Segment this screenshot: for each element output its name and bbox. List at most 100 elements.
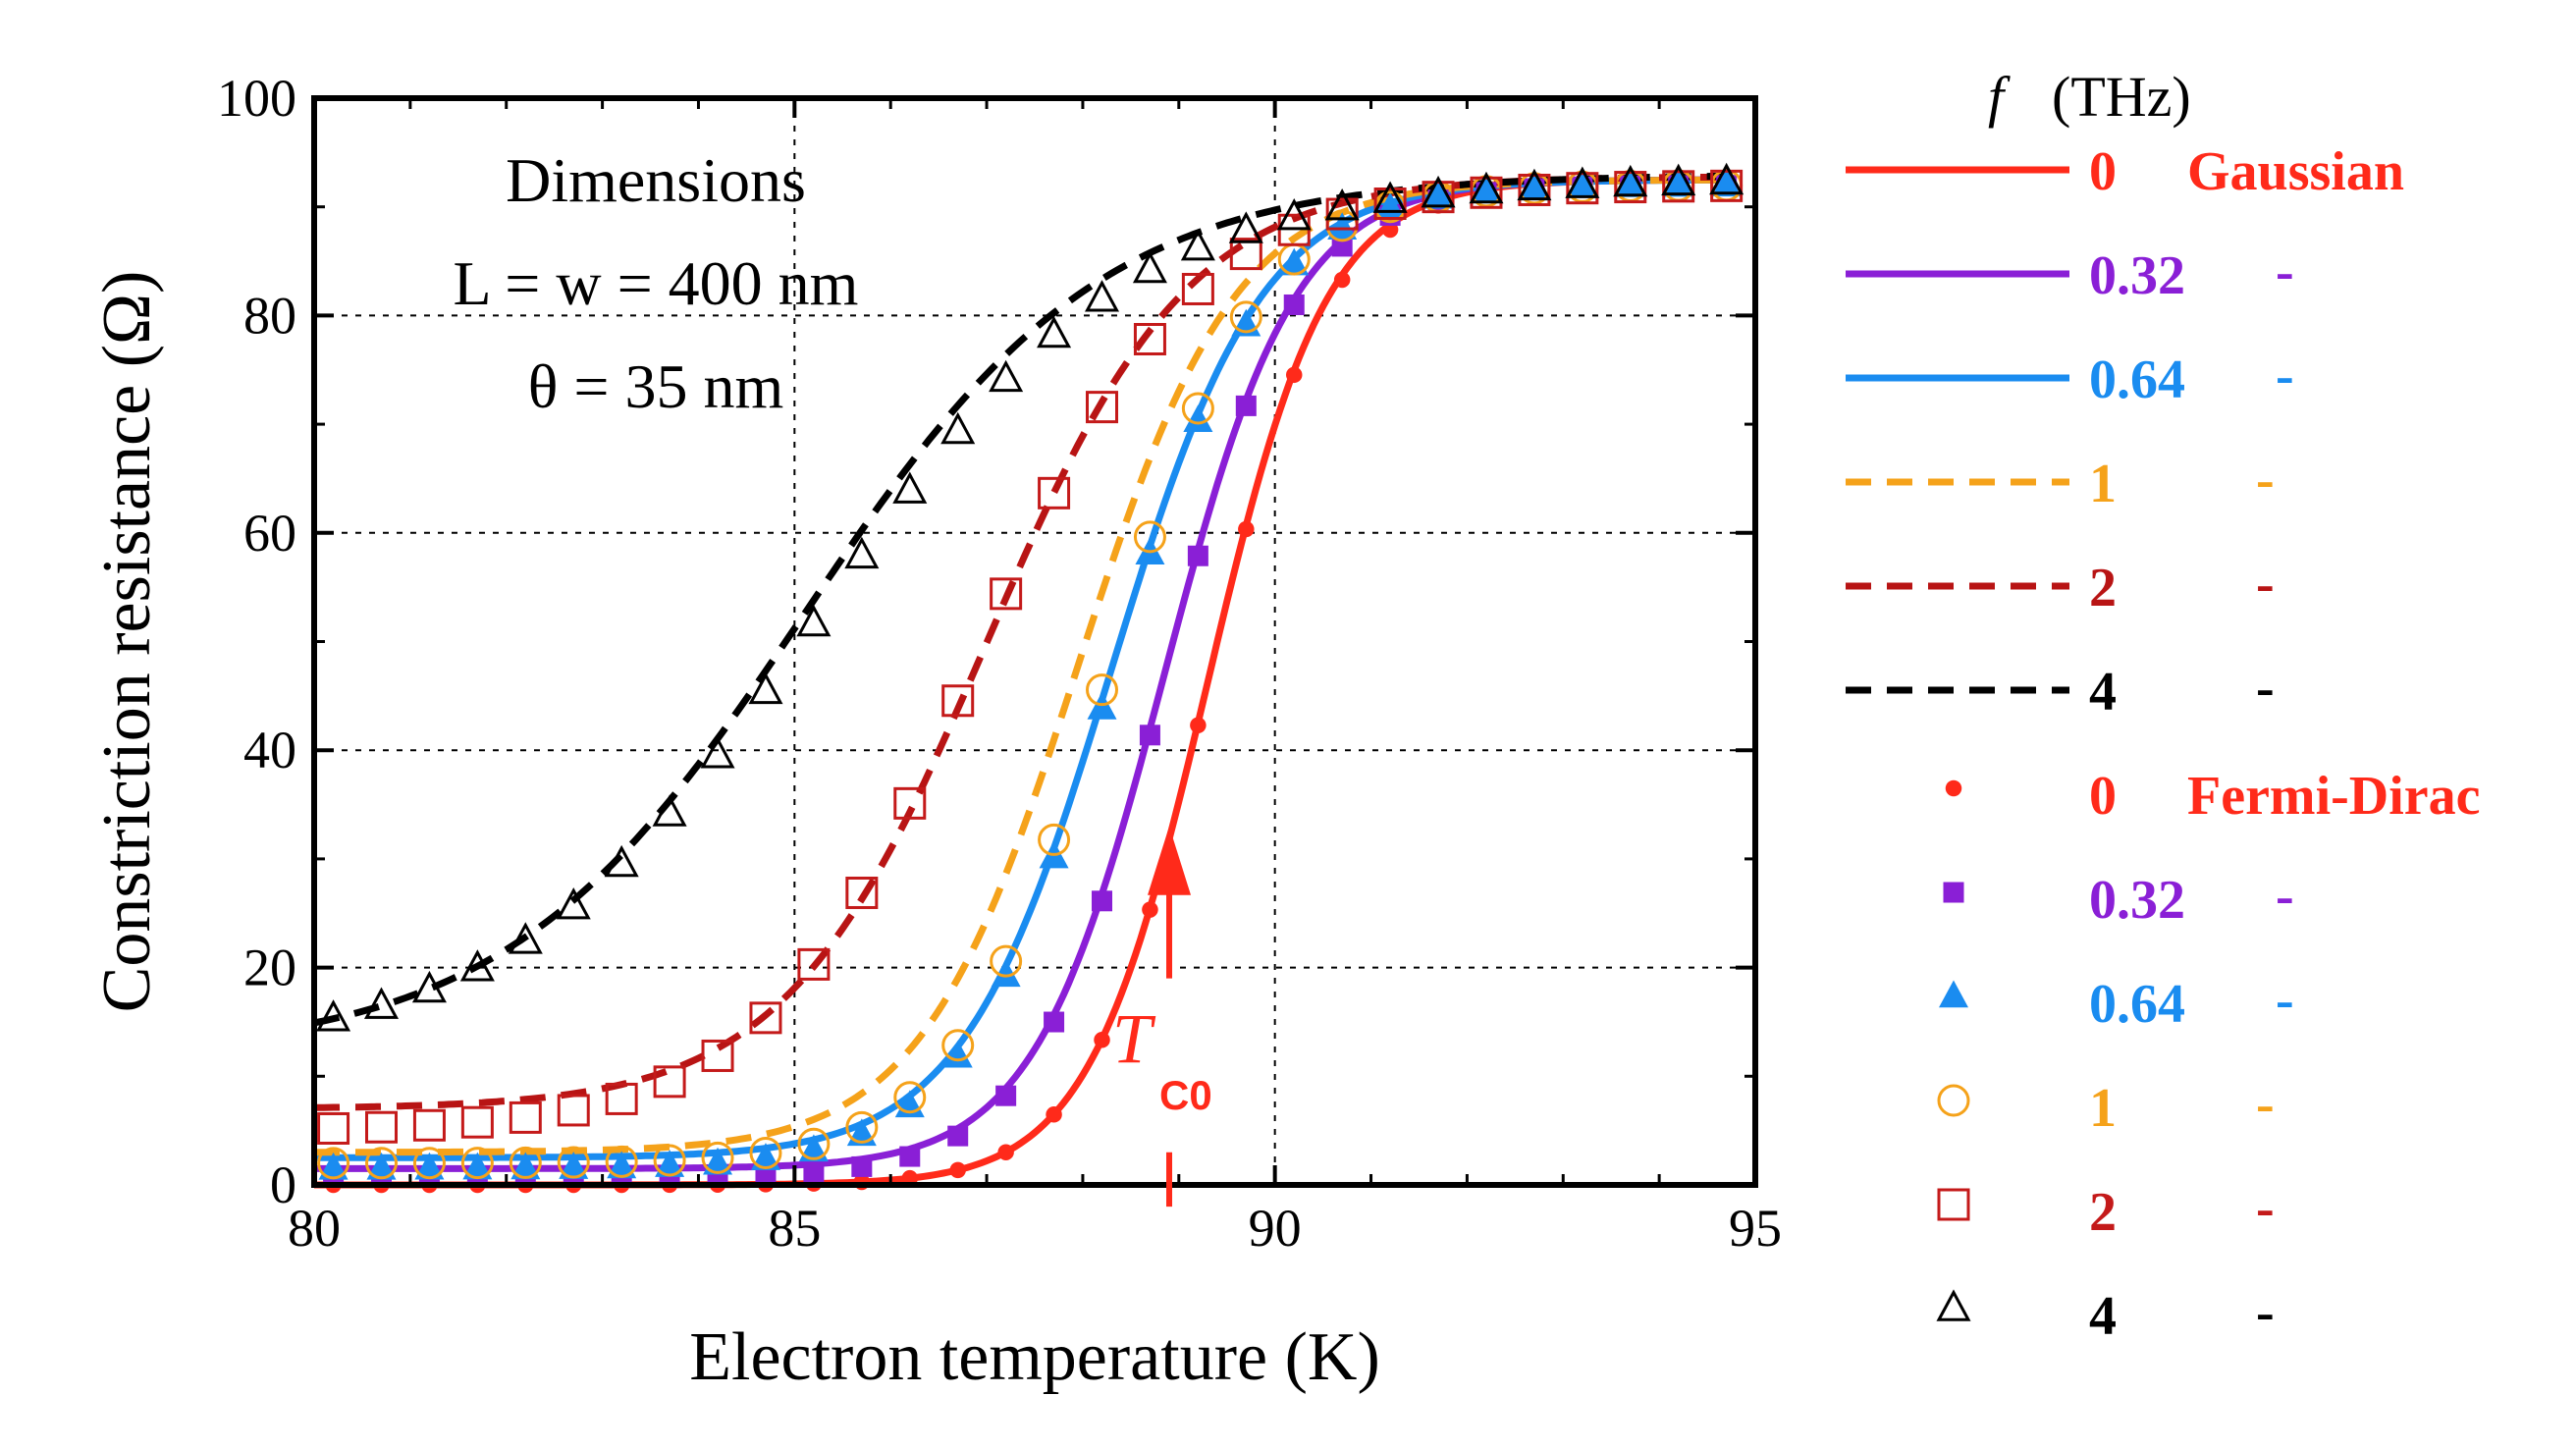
marker-fermi-dirac-2 bbox=[1470, 176, 1503, 209]
marker-fermi-dirac-0.64 bbox=[1615, 170, 1645, 197]
marker-fermi-dirac-2 bbox=[797, 947, 831, 981]
marker-fermi-dirac-4 bbox=[892, 471, 928, 504]
marker-fermi-dirac-4 bbox=[1709, 162, 1744, 195]
marker-fermi-dirac-4 bbox=[1084, 280, 1120, 312]
legend-f-value: 0 bbox=[2089, 141, 2117, 202]
marker-fermi-dirac-2 bbox=[1229, 238, 1262, 271]
legend-f-value: 0 bbox=[2089, 766, 2117, 827]
marker-fermi-dirac-4 bbox=[604, 844, 639, 878]
marker-fermi-dirac-2 bbox=[1614, 171, 1647, 204]
marker-fermi-dirac-1 bbox=[1229, 300, 1262, 334]
legend-marker-swatch bbox=[1939, 980, 1968, 1008]
marker-fermi-dirac-2 bbox=[460, 1105, 494, 1139]
marker-fermi-dirac-1 bbox=[701, 1141, 734, 1174]
legend-f-value: 0.64 bbox=[2089, 974, 2185, 1035]
marker-fermi-dirac-0 bbox=[1333, 271, 1351, 289]
y-tick-label: 20 bbox=[243, 939, 296, 997]
marker-fermi-dirac-2 bbox=[990, 577, 1023, 611]
legend-f-value: 0.32 bbox=[2089, 870, 2185, 931]
legend-entry-gaussian-0.64: 0.64 - bbox=[1846, 346, 2294, 410]
legend-entry-gaussian-2: 2- bbox=[1846, 554, 2275, 618]
legend-dash: - bbox=[2256, 1074, 2275, 1135]
marker-fermi-dirac-0.32 bbox=[995, 1085, 1017, 1106]
legend-dash: - bbox=[2256, 554, 2275, 615]
marker-fermi-dirac-0.64 bbox=[1711, 169, 1742, 197]
legend-entry-fermi-dirac-2: 2- bbox=[1937, 1178, 2275, 1243]
marker-fermi-dirac-0.64 bbox=[318, 1152, 349, 1180]
curve-gaussian-0.64 bbox=[314, 176, 1737, 1161]
marker-fermi-dirac-0.64 bbox=[750, 1143, 780, 1170]
marker-fermi-dirac-0.64 bbox=[942, 1040, 973, 1068]
x-tick-label: 95 bbox=[1729, 1199, 1782, 1258]
marker-fermi-dirac-0.64 bbox=[1519, 172, 1549, 200]
marker-fermi-dirac-1 bbox=[317, 1147, 350, 1180]
marker-fermi-dirac-0.64 bbox=[414, 1152, 445, 1180]
marker-fermi-dirac-2 bbox=[1133, 323, 1166, 356]
marker-fermi-dirac-1 bbox=[412, 1147, 446, 1180]
marker-fermi-dirac-4 bbox=[1565, 166, 1600, 198]
marker-fermi-dirac-0.64 bbox=[462, 1152, 493, 1180]
marker-fermi-dirac-2 bbox=[365, 1110, 399, 1144]
marker-fermi-dirac-0.64 bbox=[1663, 169, 1693, 197]
data-markers bbox=[316, 162, 1744, 1194]
legend-entry-fermi-dirac-0.64: 0.64 - bbox=[1939, 970, 2294, 1035]
tc0-annotation: TC0 bbox=[1112, 826, 1212, 1208]
marker-fermi-dirac-0.64 bbox=[559, 1152, 589, 1179]
marker-fermi-dirac-0.64 bbox=[1471, 175, 1501, 203]
axis-ticks: 80 85 90 95 0 20 40 60 80 100 bbox=[217, 69, 1782, 1258]
marker-fermi-dirac-1 bbox=[797, 1127, 831, 1160]
marker-fermi-dirac-4 bbox=[989, 359, 1024, 393]
marker-fermi-dirac-0.64 bbox=[1327, 212, 1358, 240]
marker-fermi-dirac-0 bbox=[1094, 1032, 1110, 1048]
legend-entry-gaussian-0: 0 Gaussian bbox=[1846, 141, 2404, 202]
marker-fermi-dirac-2 bbox=[412, 1108, 446, 1142]
marker-fermi-dirac-4 bbox=[411, 970, 447, 1003]
marker-fermi-dirac-1 bbox=[1038, 823, 1071, 856]
legend-entry-gaussian-1: 1- bbox=[1846, 450, 2275, 514]
legend-entry-fermi-dirac-0: 0 Fermi-Dirac bbox=[1945, 766, 2480, 827]
marker-fermi-dirac-4 bbox=[1037, 315, 1072, 349]
marker-fermi-dirac-1 bbox=[1133, 520, 1166, 554]
marker-fermi-dirac-0.64 bbox=[655, 1150, 685, 1177]
marker-fermi-dirac-0 bbox=[997, 1144, 1014, 1160]
marker-fermi-dirac-2 bbox=[653, 1065, 686, 1099]
marker-fermi-dirac-4 bbox=[1421, 175, 1456, 208]
curve-gaussian-0.32 bbox=[314, 176, 1737, 1172]
marker-fermi-dirac-1 bbox=[941, 1029, 975, 1062]
marker-fermi-dirac-0.64 bbox=[1183, 404, 1213, 433]
y-tick-label: 40 bbox=[243, 721, 296, 779]
marker-fermi-dirac-1 bbox=[845, 1110, 879, 1144]
marker-fermi-dirac-0.32 bbox=[1092, 890, 1113, 912]
marker-fermi-dirac-0.64 bbox=[798, 1134, 829, 1162]
legend-dash: - bbox=[2276, 970, 2294, 1031]
marker-fermi-dirac-1 bbox=[1086, 673, 1119, 707]
marker-fermi-dirac-0.64 bbox=[703, 1147, 733, 1175]
marker-fermi-dirac-4 bbox=[940, 411, 976, 445]
marker-fermi-dirac-4 bbox=[1517, 168, 1552, 201]
marker-fermi-dirac-1 bbox=[990, 944, 1023, 978]
marker-fermi-dirac-0.32 bbox=[1283, 294, 1305, 315]
marker-fermi-dirac-1 bbox=[653, 1144, 686, 1177]
legend-marker-swatch bbox=[1943, 882, 1964, 903]
marker-fermi-dirac-0.32 bbox=[851, 1155, 873, 1177]
marker-fermi-dirac-0.32 bbox=[1187, 545, 1208, 566]
marker-fermi-dirac-4 bbox=[556, 887, 591, 920]
marker-fermi-dirac-0.64 bbox=[1423, 181, 1454, 209]
legend-header-symbol: f bbox=[1988, 65, 2011, 129]
marker-fermi-dirac-0.32 bbox=[1044, 1011, 1065, 1033]
marker-fermi-dirac-2 bbox=[1518, 173, 1551, 206]
tc0-subscript: C0 bbox=[1159, 1072, 1212, 1118]
marker-fermi-dirac-4 bbox=[652, 794, 687, 827]
marker-fermi-dirac-2 bbox=[701, 1039, 734, 1072]
x-tick-label: 80 bbox=[288, 1199, 341, 1258]
legend-entry-gaussian-0.32: 0.32 - bbox=[1846, 242, 2294, 306]
y-tick-label: 0 bbox=[270, 1155, 296, 1214]
curve-gaussian-4 bbox=[313, 172, 1737, 1027]
x-tick-label: 90 bbox=[1249, 1199, 1302, 1258]
marker-fermi-dirac-2 bbox=[941, 684, 975, 718]
marker-fermi-dirac-4 bbox=[1613, 164, 1648, 197]
legend-f-value: 1 bbox=[2089, 454, 2117, 514]
marker-fermi-dirac-0.32 bbox=[1331, 236, 1353, 257]
